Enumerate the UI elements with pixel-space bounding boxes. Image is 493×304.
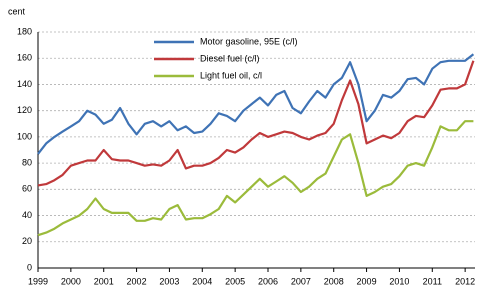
series-line: [37, 53, 475, 155]
y-tick-label: 100: [17, 131, 32, 141]
x-tick-label: 2008: [324, 276, 344, 286]
y-tick-label: 0: [27, 262, 32, 272]
x-tick-label: 2002: [127, 276, 147, 286]
legend-label: Diesel fuel (c/l): [200, 53, 260, 63]
x-tick-label: 2009: [357, 276, 377, 286]
y-tick-label: 180: [17, 26, 32, 36]
y-tick-label: 120: [17, 105, 32, 115]
legend-label: Motor gasoline, 95E (c/l): [200, 36, 298, 46]
y-axis-label: cent: [8, 6, 26, 16]
x-tick-label: 1999: [28, 276, 48, 286]
y-tick-label: 160: [17, 53, 32, 63]
series-line: [37, 120, 474, 237]
x-tick-label: 2003: [159, 276, 179, 286]
x-tick-label: 2000: [61, 276, 81, 286]
x-tick-label: 2011: [423, 276, 442, 286]
x-tick-label: 2007: [291, 276, 311, 286]
series-line: [37, 60, 475, 187]
y-tick-label: 60: [22, 184, 32, 194]
x-tick-label: 2004: [192, 276, 212, 286]
legend-label: Light fuel oil, c/l: [200, 70, 262, 80]
y-tick-label: 40: [22, 210, 32, 220]
x-tick-label: 2005: [225, 276, 245, 286]
x-tick-label: 2001: [94, 276, 114, 286]
y-tick-label: 140: [17, 79, 32, 89]
x-tick-label: 2006: [258, 276, 278, 286]
y-tick-label: 80: [22, 157, 32, 167]
y-tick-label: 20: [22, 236, 32, 246]
x-tick-label: 2012: [455, 276, 475, 286]
x-tick-label: 2010: [389, 276, 409, 286]
